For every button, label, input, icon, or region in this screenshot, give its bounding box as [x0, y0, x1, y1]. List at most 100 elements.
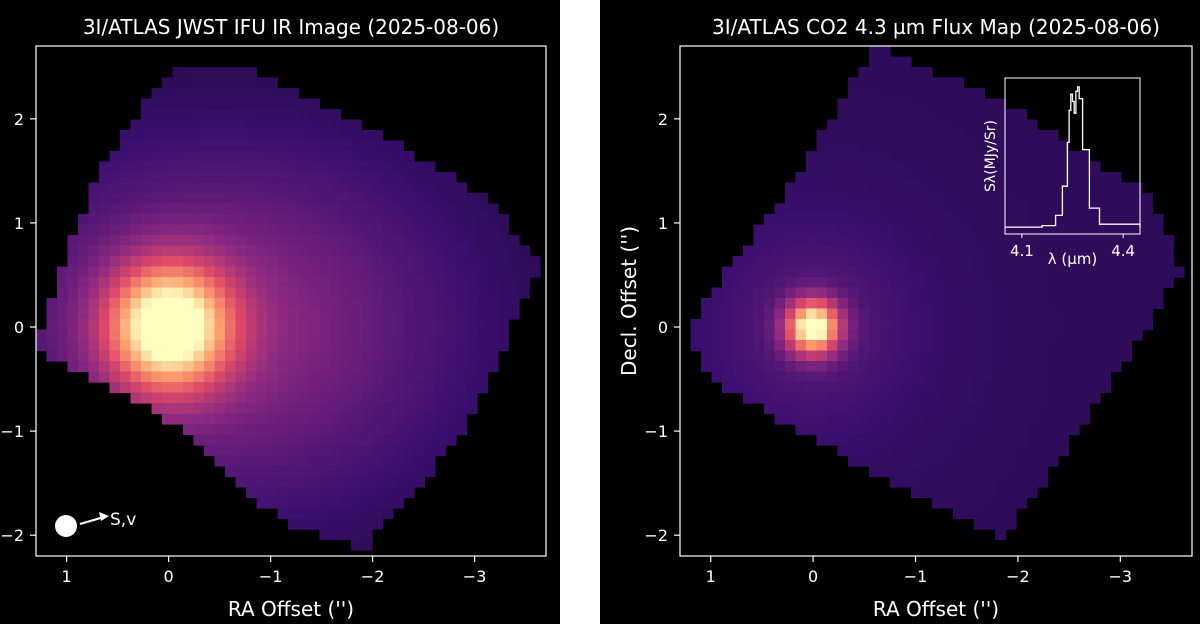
heatmap-pixel [1058, 245, 1070, 257]
heatmap-pixel [267, 245, 279, 257]
heatmap-pixel [225, 224, 237, 236]
heatmap-pixel [1058, 350, 1070, 362]
heatmap-pixel [890, 466, 902, 478]
heatmap-pixel [1163, 277, 1175, 289]
heatmap-pixel [932, 329, 944, 341]
heatmap-pixel [466, 298, 478, 310]
heatmap-pixel [890, 382, 902, 394]
heatmap-pixel [141, 224, 153, 236]
heatmap-pixel [298, 287, 310, 299]
heatmap-pixel [995, 172, 1007, 184]
heatmap-pixel [403, 256, 415, 268]
heatmap-pixel [816, 361, 828, 373]
heatmap-pixel [214, 287, 226, 299]
heatmap-pixel [78, 245, 90, 257]
heatmap-pixel [753, 361, 765, 373]
heatmap-pixel [1037, 424, 1049, 436]
heatmap-pixel [235, 424, 247, 436]
heatmap-pixel [1058, 403, 1070, 415]
heatmap-pixel [477, 277, 489, 289]
heatmap-pixel [403, 413, 415, 425]
heatmap-pixel [932, 256, 944, 268]
heatmap-pixel [1131, 277, 1143, 289]
heatmap-pixel [162, 413, 174, 425]
heatmap-pixel [46, 319, 58, 331]
heatmap-pixel [424, 266, 436, 278]
heatmap-pixel [151, 172, 163, 184]
heatmap-pixel [701, 350, 713, 362]
heatmap-pixel [288, 287, 300, 299]
heatmap-pixel [774, 371, 786, 383]
heatmap-pixel [466, 340, 478, 352]
heatmap-pixel [963, 203, 975, 215]
heatmap-pixel [984, 518, 996, 530]
heatmap-pixel [1005, 277, 1017, 289]
heatmap-pixel [193, 67, 205, 79]
heatmap-pixel [445, 350, 457, 362]
heatmap-pixel [848, 382, 860, 394]
heatmap-pixel [774, 340, 786, 352]
heatmap-pixel [277, 455, 289, 467]
heatmap-pixel [743, 245, 755, 257]
heatmap-pixel [900, 245, 912, 257]
heatmap-pixel [1110, 287, 1122, 299]
heatmap-pixel [172, 119, 184, 131]
heatmap-pixel [78, 319, 90, 331]
heatmap-pixel [1016, 266, 1028, 278]
heatmap-pixel [1121, 203, 1133, 215]
heatmap-pixel [827, 130, 839, 142]
heatmap-pixel [424, 182, 436, 194]
sun-direction-marker: S,v [55, 510, 136, 537]
heatmap-pixel [393, 277, 405, 289]
heatmap-pixel [246, 161, 258, 173]
heatmap-pixel [963, 193, 975, 205]
heatmap-pixel [424, 319, 436, 331]
heatmap-pixel [109, 340, 121, 352]
heatmap-pixel [382, 361, 394, 373]
heatmap-pixel [932, 161, 944, 173]
heatmap-pixel [372, 371, 384, 383]
heatmap-pixel [498, 266, 510, 278]
heatmap-pixel [848, 424, 860, 436]
heatmap-pixel [1047, 455, 1059, 467]
heatmap-pixel [911, 140, 923, 152]
heatmap-pixel [214, 235, 226, 247]
heatmap-pixel [193, 109, 205, 121]
heatmap-pixel [827, 350, 839, 362]
heatmap-pixel [330, 308, 342, 320]
heatmap-pixel [848, 277, 860, 289]
heatmap-pixel [1047, 266, 1059, 278]
heatmap-pixel [984, 298, 996, 310]
heatmap-pixel [88, 235, 100, 247]
heatmap-pixel [361, 266, 373, 278]
heatmap-pixel [256, 214, 268, 226]
heatmap-pixel [340, 497, 352, 509]
heatmap-pixel [753, 224, 765, 236]
heatmap-pixel [848, 256, 860, 268]
heatmap-pixel [1079, 266, 1091, 278]
heatmap-pixel [403, 487, 415, 499]
heatmap-pixel [130, 214, 142, 226]
co2-flux-chart: 1 0 −1 −2 −3 210−1−2 3I/ATLAS CO2 4.3 µm Flu… [617, 15, 1193, 621]
heatmap-pixel [942, 455, 954, 467]
heatmap-pixel [921, 182, 933, 194]
heatmap-pixel [372, 235, 384, 247]
heatmap-pixel [477, 214, 489, 226]
heatmap-pixel [288, 98, 300, 110]
heatmap-pixel [1100, 235, 1112, 247]
heatmap-pixel [351, 266, 363, 278]
heatmap-pixel [942, 130, 954, 142]
heatmap-pixel [288, 476, 300, 488]
heatmap-pixel [204, 161, 216, 173]
heatmap-pixel [340, 371, 352, 383]
heatmap-pixel [911, 266, 923, 278]
heatmap-pixel [382, 266, 394, 278]
heatmap-pixel [309, 98, 321, 110]
heatmap-pixel [288, 277, 300, 289]
heatmap-pixel [162, 151, 174, 163]
heatmap-pixel [361, 193, 373, 205]
heatmap-pixel [890, 224, 902, 236]
heatmap-pixel [900, 434, 912, 446]
heatmap-pixel [869, 140, 881, 152]
heatmap-pixel [382, 455, 394, 467]
